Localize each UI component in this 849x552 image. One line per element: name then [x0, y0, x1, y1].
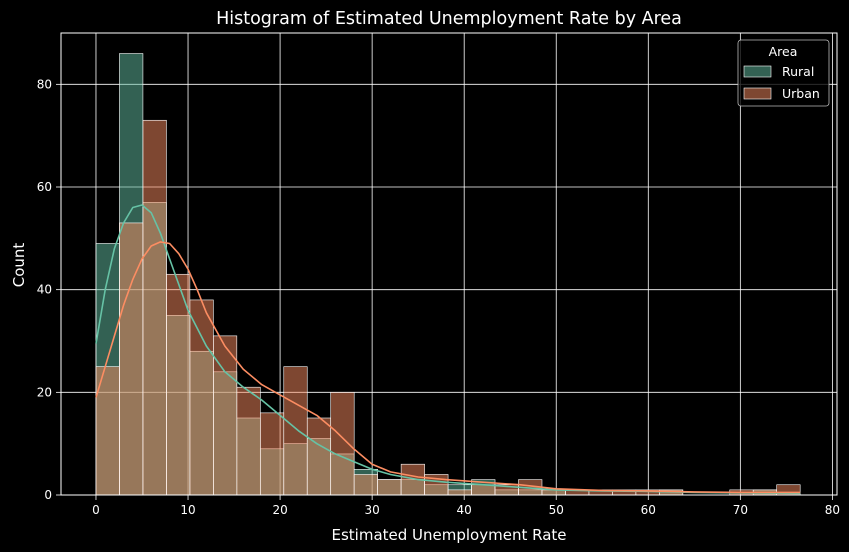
kde-curves [95, 204, 801, 495]
x-tick-label: 20 [272, 503, 287, 517]
x-tick-label: 10 [180, 503, 195, 517]
urban-bar [471, 484, 496, 496]
legend-swatch-rural [743, 65, 772, 78]
rural-kde-line [95, 204, 801, 495]
urban-bar [236, 386, 261, 496]
x-tick-label: 0 [92, 503, 100, 517]
urban-bar [353, 474, 378, 496]
y-tick-label: 60 [37, 180, 52, 194]
x-tick-label: 60 [641, 503, 656, 517]
x-tick-label: 30 [364, 503, 379, 517]
y-axis-ticks: 0 20 40 60 80 [37, 77, 61, 502]
chart-title: Histogram of Estimated Unemployment Rate… [216, 9, 682, 29]
x-tick-label: 70 [733, 503, 748, 517]
x-tick-label: 80 [825, 503, 840, 517]
urban-kde-line [95, 241, 801, 494]
legend-swatch-urban [743, 87, 772, 100]
plot-frame [60, 32, 838, 496]
x-axis-label: Estimated Unemployment Rate [331, 526, 566, 544]
y-tick-label: 20 [37, 385, 52, 399]
x-tick-label: 40 [457, 503, 472, 517]
y-tick-label: 80 [37, 77, 52, 91]
urban-bar [283, 366, 308, 496]
urban-bar [330, 392, 355, 496]
urban-bar [259, 412, 285, 496]
y-tick-label: 0 [44, 488, 52, 502]
urban-bar [189, 299, 214, 496]
y-axis-label: Count [10, 243, 28, 288]
urban-bar [447, 489, 472, 496]
x-tick-label: 50 [549, 503, 564, 517]
x-axis-ticks: 0 10 20 30 40 50 60 70 80 [92, 495, 840, 517]
y-tick-label: 40 [37, 283, 52, 297]
legend-title: Area [769, 44, 798, 59]
legend-label-rural: Rural [782, 64, 814, 79]
legend: Area Rural Urban [737, 39, 830, 107]
urban-bar [142, 119, 167, 496]
legend-label-urban: Urban [782, 86, 820, 101]
urban-bar [377, 479, 402, 496]
urban-bar [306, 417, 332, 496]
